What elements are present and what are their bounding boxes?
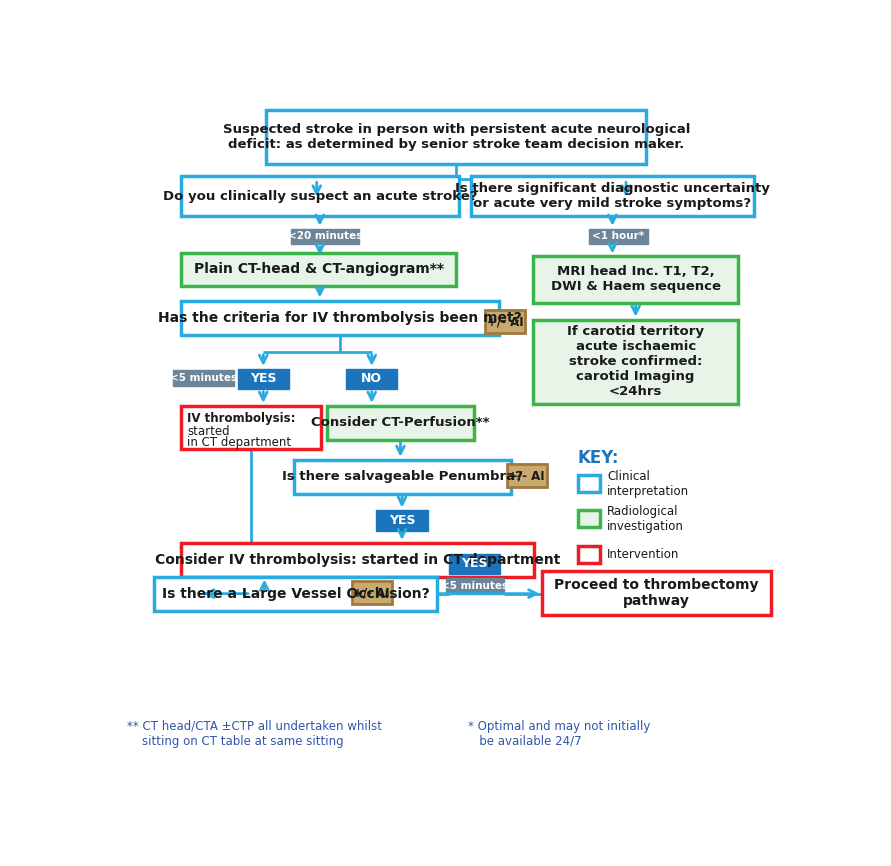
Bar: [181, 301, 499, 335]
Text: Clinical
interpretation: Clinical interpretation: [608, 469, 690, 498]
Bar: [578, 475, 600, 492]
Text: Is there a Large Vessel Occlusion?: Is there a Large Vessel Occlusion?: [161, 586, 429, 601]
Text: Proceed to thrombectomy
pathway: Proceed to thrombectomy pathway: [554, 578, 759, 608]
Text: <5 minutes: <5 minutes: [170, 373, 237, 383]
Text: Intervention: Intervention: [608, 548, 680, 561]
Bar: [174, 371, 233, 385]
Bar: [533, 320, 739, 404]
Bar: [543, 571, 771, 615]
Text: YES: YES: [250, 372, 276, 385]
Bar: [471, 177, 754, 216]
Bar: [181, 543, 534, 577]
Bar: [347, 369, 397, 389]
Text: started: started: [187, 424, 230, 437]
Bar: [448, 553, 500, 573]
Text: Suspected stroke in person with persistent acute neurological
deficit: as determ: Suspected stroke in person with persiste…: [223, 123, 690, 151]
Bar: [266, 110, 646, 164]
Bar: [181, 177, 459, 216]
Text: Has the criteria for IV thrombolysis been met?: Has the criteria for IV thrombolysis bee…: [158, 311, 522, 325]
Text: If carotid territory
acute ischaemic
stroke confirmed:
carotid Imaging
<24hrs: If carotid territory acute ischaemic str…: [568, 326, 704, 398]
Text: +/- AI: +/- AI: [509, 469, 545, 482]
Bar: [293, 460, 511, 494]
Text: <20 minutes: <20 minutes: [288, 231, 363, 242]
Text: <1 hour*: <1 hour*: [593, 231, 644, 242]
Text: NO: NO: [361, 372, 382, 385]
Bar: [352, 581, 392, 604]
Text: Radiological
investigation: Radiological investigation: [608, 505, 684, 533]
Text: Consider CT-Perfusion**: Consider CT-Perfusion**: [311, 417, 490, 430]
Text: Is there salvageable Penumbra?: Is there salvageable Penumbra?: [282, 470, 522, 483]
Bar: [154, 577, 437, 611]
Text: KEY:: KEY:: [578, 449, 619, 467]
Bar: [446, 578, 503, 593]
Text: <5 minutes: <5 minutes: [441, 581, 509, 591]
Bar: [181, 406, 321, 449]
Text: IV thrombolysis:: IV thrombolysis:: [187, 411, 296, 424]
Bar: [578, 546, 600, 563]
Text: +/- AI: +/- AI: [354, 586, 390, 599]
Bar: [589, 229, 648, 244]
Text: YES: YES: [388, 514, 415, 527]
Text: YES: YES: [461, 557, 487, 570]
Text: * Optimal and may not initially
   be available 24/7: * Optimal and may not initially be avail…: [468, 720, 650, 748]
Bar: [327, 406, 474, 440]
Text: MRI head Inc. T1, T2,
DWI & Haem sequence: MRI head Inc. T1, T2, DWI & Haem sequenc…: [551, 266, 721, 294]
Bar: [533, 256, 739, 302]
Text: in CT department: in CT department: [187, 436, 291, 449]
Text: Do you clinically suspect an acute stroke?: Do you clinically suspect an acute strok…: [162, 190, 477, 203]
Bar: [376, 510, 428, 531]
Bar: [181, 253, 456, 287]
Bar: [485, 310, 525, 333]
Bar: [578, 510, 600, 527]
Bar: [507, 464, 547, 488]
Text: +/- AI: +/- AI: [486, 315, 523, 328]
Bar: [238, 369, 289, 389]
Text: Consider IV thrombolysis: started in CT department: Consider IV thrombolysis: started in CT …: [155, 553, 560, 566]
Text: ** CT head/CTA ±CTP all undertaken whilst
    sitting on CT table at same sittin: ** CT head/CTA ±CTP all undertaken whils…: [127, 720, 382, 748]
Text: Plain CT-head & CT-angiogram**: Plain CT-head & CT-angiogram**: [193, 262, 444, 276]
Text: Is there significant diagnostic uncertainty
or acute very mild stroke symptoms?: Is there significant diagnostic uncertai…: [455, 183, 770, 210]
Bar: [291, 229, 359, 244]
